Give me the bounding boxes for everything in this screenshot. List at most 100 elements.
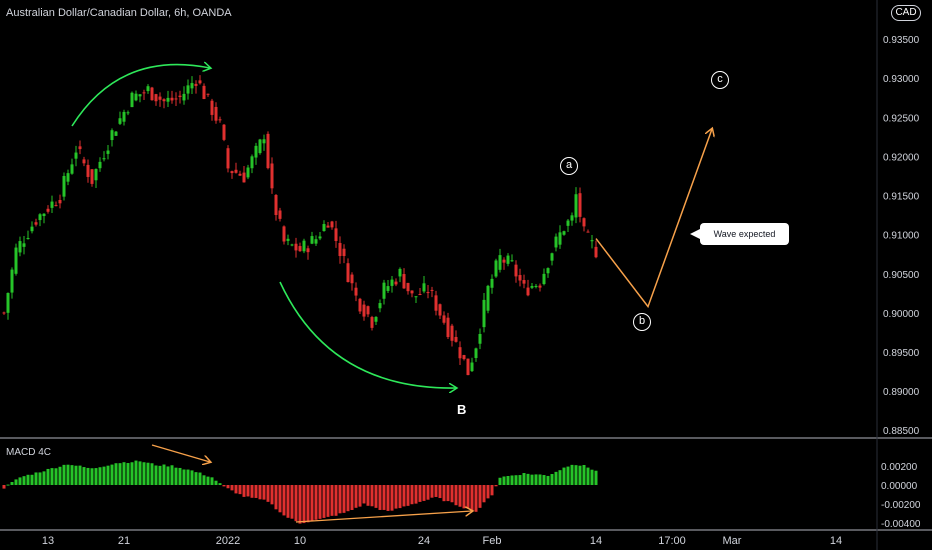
macd-bar	[250, 485, 254, 498]
macd-bar	[474, 485, 478, 512]
macd-bar	[230, 485, 234, 491]
macd-bar	[486, 485, 490, 499]
candle	[242, 172, 246, 183]
candle	[430, 289, 434, 291]
macd-bar	[418, 485, 422, 502]
candle	[542, 273, 546, 285]
candle	[98, 161, 102, 169]
macd-bar	[194, 472, 198, 485]
macd-bar	[494, 485, 498, 487]
candle	[386, 286, 390, 291]
macd-title: MACD 4C	[6, 447, 52, 458]
price-tick-label: 0.88500	[883, 426, 920, 437]
candle	[182, 93, 186, 101]
macd-bar	[330, 485, 334, 516]
candle	[422, 283, 426, 292]
wave-label-b: b	[633, 313, 651, 331]
candle	[46, 208, 50, 212]
candle	[262, 139, 266, 144]
macd-bar	[318, 485, 322, 519]
macd-bar	[126, 463, 130, 485]
macd-bar	[290, 485, 294, 519]
macd-bar	[366, 485, 370, 506]
candle	[126, 112, 130, 114]
candle	[158, 96, 162, 100]
price-tick-label: 0.90000	[883, 309, 920, 320]
candle	[538, 285, 542, 288]
candle	[374, 316, 378, 322]
price-tick-label: 0.89000	[883, 387, 920, 398]
macd-bar	[282, 485, 286, 516]
price-tick-label: 0.92500	[883, 113, 920, 124]
candle	[586, 231, 590, 233]
macd-bar	[90, 468, 94, 485]
candle	[154, 94, 158, 102]
macd-bar	[378, 485, 382, 510]
macd-bar	[222, 485, 226, 487]
currency-badge[interactable]: CAD	[891, 5, 921, 21]
candle	[522, 280, 526, 284]
macd-bar	[466, 485, 470, 509]
macd-bar	[146, 462, 150, 485]
macd-bar	[334, 485, 338, 516]
macd-bar	[118, 463, 122, 485]
macd-bar	[210, 477, 214, 485]
candle	[594, 246, 598, 258]
candle	[570, 215, 574, 221]
macd-bar	[578, 465, 582, 485]
macd-bar	[322, 485, 326, 518]
candle	[114, 131, 118, 136]
candle	[222, 124, 226, 140]
candle	[118, 118, 122, 124]
candle	[366, 306, 370, 315]
macd-divergence-top-arrow-icon	[151, 444, 210, 462]
macd-bar	[506, 475, 510, 485]
macd-bar	[78, 465, 82, 485]
macd-bar	[254, 485, 258, 498]
macd-bar	[54, 468, 58, 485]
candle	[554, 236, 558, 248]
candle	[270, 163, 274, 189]
macd-bar	[438, 485, 442, 499]
macd-tick-label: -0.00400	[881, 519, 921, 530]
chart-title: Australian Dollar/Canadian Dollar, 6h, O…	[6, 7, 232, 19]
candle	[574, 194, 578, 218]
candle	[190, 83, 194, 89]
candle	[230, 171, 234, 174]
candle	[370, 317, 374, 328]
macd-bar	[442, 485, 446, 502]
candle	[26, 238, 30, 240]
macd-bar	[142, 462, 146, 485]
candle	[278, 210, 282, 219]
macd-bar	[538, 474, 542, 485]
macd-bar	[262, 485, 266, 500]
macd-bar	[566, 466, 570, 485]
macd-bar	[490, 485, 494, 496]
macd-bar	[390, 485, 394, 511]
macd-bar	[534, 474, 538, 485]
candle	[362, 304, 366, 317]
candle	[54, 205, 58, 207]
macd-bar	[198, 472, 202, 485]
macd-bar	[458, 485, 462, 507]
macd-bar	[370, 485, 374, 507]
macd-bar	[6, 484, 10, 486]
macd-bar	[18, 477, 22, 485]
candle	[38, 214, 42, 221]
candle	[78, 146, 82, 150]
candle	[506, 255, 510, 264]
macd-tick-label: -0.00200	[881, 500, 921, 511]
candle	[282, 226, 286, 242]
macd-bar	[526, 473, 530, 485]
candle	[446, 317, 450, 338]
candle	[162, 99, 166, 102]
candle	[442, 315, 446, 323]
price-tick-label: 0.93500	[883, 35, 920, 46]
candle	[466, 358, 470, 376]
macd-bar	[302, 485, 306, 524]
candle	[450, 325, 454, 341]
macd-bar	[446, 485, 450, 502]
macd-bar	[22, 476, 26, 485]
macd-bar	[178, 467, 182, 485]
